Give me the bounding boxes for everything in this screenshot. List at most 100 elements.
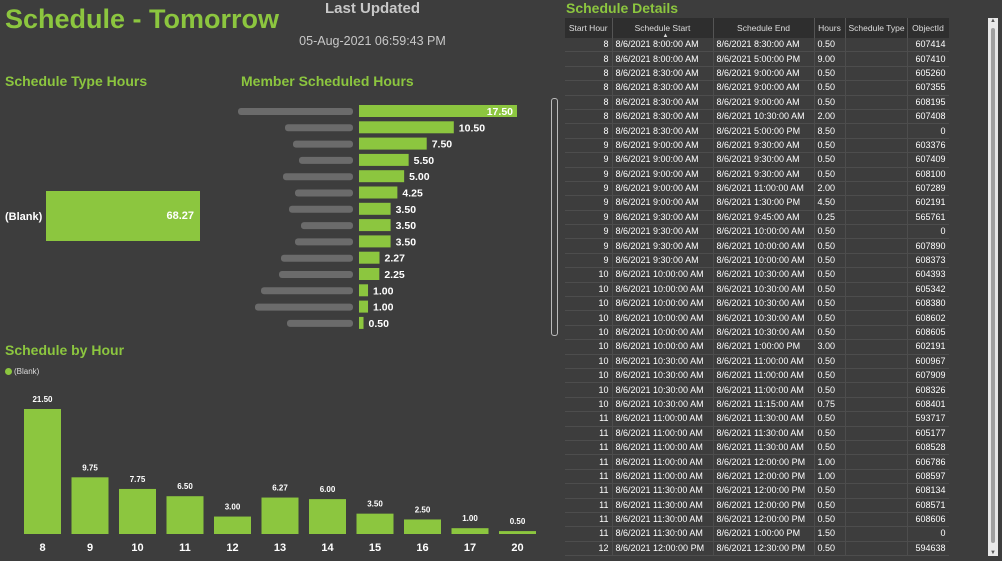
table-cell: 8/6/2021 10:30:00 AM <box>713 296 815 312</box>
table-row[interactable]: 9 8/6/2021 9:00:00 AM 8/6/2021 9:30:00 AM 0… <box>565 167 949 182</box>
member-hours-bar[interactable] <box>359 268 380 280</box>
column-header[interactable]: Hours <box>814 18 846 38</box>
table-row[interactable]: 10 8/6/2021 10:00:00 AM 8/6/2021 10:30:00 … <box>565 296 949 312</box>
table-row[interactable]: 11 8/6/2021 11:30:00 AM 8/6/2021 1:00:00 P… <box>565 526 949 542</box>
member-hours-bar[interactable] <box>359 105 517 117</box>
member-name-redacted <box>283 173 353 181</box>
column-header[interactable]: Schedule End <box>713 18 815 38</box>
scroll-down-icon[interactable]: ▼ <box>990 550 996 556</box>
table-cell: 10 <box>565 397 613 413</box>
member-hours-bar[interactable] <box>359 235 391 248</box>
member-name-redacted <box>299 156 353 164</box>
table-cell: 0 <box>907 526 949 542</box>
table-cell: 8/6/2021 9:45:00 AM <box>713 210 815 226</box>
member-hours-bar[interactable] <box>359 284 369 297</box>
member-hours-bar[interactable] <box>359 153 409 166</box>
table-row[interactable]: 10 8/6/2021 10:00:00 AM 8/6/2021 1:00:00 P… <box>565 339 949 355</box>
table-row[interactable]: 11 8/6/2021 11:30:00 AM 8/6/2021 12:00:00 … <box>565 512 949 528</box>
column-header[interactable]: Start Hour <box>565 18 613 38</box>
hour-tick-label: 20 <box>511 542 523 554</box>
table-row[interactable]: 11 8/6/2021 11:30:00 AM 8/6/2021 12:00:00 … <box>565 483 949 499</box>
table-row[interactable]: 8 8/6/2021 8:30:00 AM 8/6/2021 5:00:00 PM 8… <box>565 123 949 139</box>
table-row[interactable]: 8 8/6/2021 8:30:00 AM 8/6/2021 9:00:00 AM 0… <box>565 95 949 110</box>
table-row[interactable]: 9 8/6/2021 9:30:00 AM 8/6/2021 10:00:00 AM… <box>565 224 949 240</box>
member-hours-bar[interactable] <box>359 137 427 150</box>
table-cell: 8/6/2021 10:30:00 AM <box>713 282 815 298</box>
table-row[interactable]: 11 8/6/2021 11:00:00 AM 8/6/2021 11:30:00 … <box>565 426 949 441</box>
table-row[interactable]: 8 8/6/2021 8:30:00 AM 8/6/2021 10:30:00 AM… <box>565 109 949 125</box>
hour-bar[interactable] <box>24 409 61 534</box>
table-row[interactable]: 11 8/6/2021 11:30:00 AM 8/6/2021 12:00:00 … <box>565 498 949 513</box>
table-cell: 12 <box>565 541 613 556</box>
table-cell: 8/6/2021 10:30:00 AM <box>713 109 815 125</box>
table-cell: 8/6/2021 11:00:00 AM <box>612 411 714 427</box>
member-hours-bar[interactable] <box>359 186 398 199</box>
table-cell <box>845 483 908 499</box>
member-hours-bar[interactable] <box>359 170 405 183</box>
table-row[interactable]: 10 8/6/2021 10:00:00 AM 8/6/2021 10:30:00 … <box>565 267 949 283</box>
table-row[interactable]: 11 8/6/2021 11:00:00 AM 8/6/2021 11:30:00 … <box>565 440 949 456</box>
table-row[interactable]: 10 8/6/2021 10:30:00 AM 8/6/2021 11:00:00 … <box>565 368 949 384</box>
table-cell: 4.50 <box>814 195 846 211</box>
table-cell: 8/6/2021 11:15:00 AM <box>713 397 815 413</box>
hour-tick-label: 17 <box>464 542 476 554</box>
table-row[interactable]: 8 8/6/2021 8:00:00 AM 8/6/2021 5:00:00 PM 9… <box>565 51 949 67</box>
table-row[interactable]: 9 8/6/2021 9:00:00 AM 8/6/2021 11:00:00 AM… <box>565 181 949 197</box>
hour-bar[interactable] <box>309 499 346 534</box>
table-row[interactable]: 10 8/6/2021 10:00:00 AM 8/6/2021 10:30:00 … <box>565 282 949 298</box>
hour-bar[interactable] <box>451 528 489 534</box>
table-row[interactable]: 9 8/6/2021 9:00:00 AM 8/6/2021 9:30:00 AM 0… <box>565 138 949 154</box>
table-row[interactable]: 11 8/6/2021 11:00:00 AM 8/6/2021 12:00:00 … <box>565 454 949 470</box>
column-header[interactable]: ObjectId <box>907 18 949 38</box>
member-hours-bar[interactable] <box>359 300 369 313</box>
table-row[interactable]: 8 8/6/2021 8:30:00 AM 8/6/2021 9:00:00 AM 0… <box>565 80 949 96</box>
table-cell: 8/6/2021 12:00:00 PM <box>713 469 815 485</box>
member-hours-bar[interactable] <box>359 121 454 134</box>
table-row[interactable]: 11 8/6/2021 11:00:00 AM 8/6/2021 11:30:00 … <box>565 411 949 427</box>
column-header[interactable]: Schedule Start ▲ <box>612 18 714 39</box>
table-cell: 8/6/2021 1:00:00 PM <box>713 526 815 542</box>
table-row[interactable]: 10 8/6/2021 10:30:00 AM 8/6/2021 11:00:00 … <box>565 382 949 398</box>
hour-bar[interactable] <box>166 496 204 534</box>
member-hours-bar[interactable] <box>359 316 364 329</box>
table-row[interactable]: 9 8/6/2021 9:30:00 AM 8/6/2021 9:45:00 AM 0… <box>565 210 949 226</box>
table-row[interactable]: 12 8/6/2021 12:00:00 PM 8/6/2021 12:30:00 … <box>565 541 949 556</box>
member-hours-bar[interactable] <box>359 251 380 264</box>
schedule-by-hour-title: Schedule by Hour <box>5 342 125 358</box>
table-row[interactable]: 9 8/6/2021 9:30:00 AM 8/6/2021 10:00:00 AM… <box>565 253 949 269</box>
table-row[interactable]: 10 8/6/2021 10:30:00 AM 8/6/2021 11:00:00 … <box>565 354 949 369</box>
column-header[interactable]: Schedule Type <box>845 18 908 38</box>
table-row[interactable]: 10 8/6/2021 10:30:00 AM 8/6/2021 11:15:00 … <box>565 397 949 413</box>
table-cell: 8/6/2021 10:00:00 AM <box>612 282 714 298</box>
hour-bar[interactable] <box>261 497 299 534</box>
table-cell: 607909 <box>907 368 949 384</box>
hour-bar[interactable] <box>356 513 394 534</box>
scroll-up-icon[interactable]: ▲ <box>990 18 996 24</box>
table-scrollbar-thumb[interactable] <box>991 28 995 543</box>
hour-bar[interactable] <box>71 477 109 534</box>
table-row[interactable]: 8 8/6/2021 8:30:00 AM 8/6/2021 9:00:00 AM 0… <box>565 66 949 82</box>
table-row[interactable]: 9 8/6/2021 9:00:00 AM 8/6/2021 1:30:00 PM 4… <box>565 195 949 211</box>
table-row[interactable]: 8 8/6/2021 8:00:00 AM 8/6/2021 8:30:00 AM 0… <box>565 38 949 53</box>
member-hours-bar[interactable] <box>359 202 391 215</box>
table-cell: 608571 <box>907 498 949 513</box>
chart-scrollbar[interactable] <box>551 98 558 336</box>
hour-bar[interactable] <box>214 516 251 534</box>
table-scrollbar[interactable]: ▲ ▼ <box>988 18 998 556</box>
member-name-redacted <box>301 222 353 230</box>
table-cell: 9 <box>565 138 613 154</box>
hour-bar[interactable] <box>119 488 156 534</box>
schedule-type-bar[interactable]: 68.27 <box>46 191 200 241</box>
member-hours-label: 7.50 <box>432 139 453 151</box>
member-hours-bar[interactable] <box>359 219 391 232</box>
hour-bar[interactable] <box>499 531 536 534</box>
schedule-details-table: Start Hour Schedule Start ▲ Schedule End Hou… <box>565 18 949 556</box>
table-cell <box>845 195 908 211</box>
table-row[interactable]: 9 8/6/2021 9:30:00 AM 8/6/2021 10:00:00 AM… <box>565 238 949 254</box>
table-row[interactable]: 9 8/6/2021 9:00:00 AM 8/6/2021 9:30:00 AM 0… <box>565 152 949 168</box>
table-row[interactable]: 10 8/6/2021 10:00:00 AM 8/6/2021 10:30:00 … <box>565 325 949 341</box>
table-row[interactable]: 11 8/6/2021 11:00:00 AM 8/6/2021 12:00:00 … <box>565 469 949 485</box>
table-row[interactable]: 10 8/6/2021 10:00:00 AM 8/6/2021 10:30:00 … <box>565 310 949 326</box>
hour-bar[interactable] <box>404 519 441 534</box>
table-cell <box>845 382 908 398</box>
